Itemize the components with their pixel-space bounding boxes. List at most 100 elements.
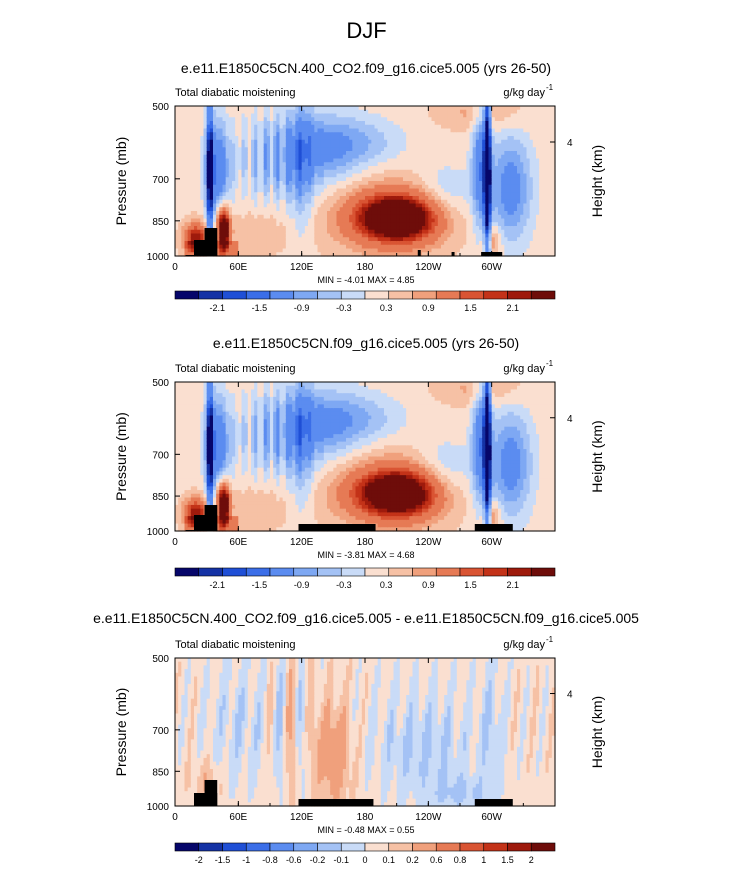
field-cell [241,203,246,208]
field-cell [181,151,186,156]
field-cell [235,244,239,250]
field-cell [241,143,246,148]
field-cell [197,237,201,242]
field-cell [238,162,243,167]
field-cell [235,117,239,122]
field-cell [181,166,186,171]
field-cell [187,173,192,178]
field-cell [263,207,268,212]
field-cell [257,214,262,220]
field-cell [241,147,246,152]
field-cell [178,166,182,171]
field-cell [260,109,265,115]
field-cell [247,154,252,160]
field-cell [232,124,236,130]
field-cell [216,241,220,246]
field-cell [197,192,201,197]
field-cell [190,207,195,212]
field-cell [270,233,274,238]
field-cell [263,184,268,190]
field-cell [279,136,284,141]
field-cell [247,252,252,257]
field-cell [232,229,236,235]
field-cell [213,106,217,111]
field-cell [235,248,239,253]
field-cell [175,192,179,197]
field-cell [251,106,255,111]
field-cell [216,173,220,178]
field-cell [194,162,198,167]
field-cell [241,166,246,171]
field-cell [190,211,195,216]
field-cell [203,199,208,205]
field-cell [175,154,179,160]
field-cell [270,203,274,208]
field-cell [216,132,220,137]
field-cell [247,181,252,186]
x-tick-label: 120E [290,262,314,273]
field-cell [279,147,284,152]
field-cell [285,113,290,118]
field-cell [260,124,265,130]
field-cell [270,124,274,130]
field-cell [222,181,227,186]
field-cell [235,169,239,175]
field-cell [213,196,217,201]
field-cell [190,106,195,111]
field-cell [235,124,239,130]
field-cell [279,203,284,208]
field-cell [184,218,189,223]
field-cell [190,203,195,208]
field-cell [190,226,195,231]
field-cell [279,117,284,122]
field-cell [254,147,258,152]
field-cell [190,136,195,141]
field-cell [216,222,220,227]
field-cell [244,248,249,253]
field-cell [225,229,230,235]
field-cell [197,124,201,130]
field-cell [187,106,192,111]
field-cell [203,136,208,141]
field-cell [270,173,274,178]
field-cell [178,128,182,133]
field-cell [273,151,277,156]
field-cell [276,244,281,250]
field-cell [263,158,268,163]
field-cell [194,109,198,115]
field-cell [187,241,192,246]
field-cell [232,117,236,122]
field-cell [184,106,189,111]
field-cell [241,121,246,126]
field-cell [263,233,268,238]
field-cell [282,113,287,118]
field-cell [279,192,284,197]
field-cell [194,166,198,171]
field-cell [184,147,189,152]
field-cell [247,211,252,216]
field-cell [276,169,281,175]
field-cell [213,139,217,145]
field-cell [247,169,252,175]
field-cell [219,184,224,190]
field-cell [228,252,233,257]
field-cell [282,188,287,193]
field-cell [282,233,287,238]
field-cell [187,218,192,223]
field-cell [247,184,252,190]
field-cell [175,169,179,175]
field-cell [209,143,214,148]
field-cell [273,252,277,257]
field-cell [225,117,230,122]
field-cell [285,106,290,111]
field-cell [244,113,249,118]
field-cell [266,177,271,182]
field-cell [270,128,274,133]
field-cell [260,218,265,223]
field-cell [266,117,271,122]
field-cell [200,124,205,130]
field-cell [184,214,189,220]
field-cell [263,226,268,231]
field-cell [216,162,220,167]
field-cell [282,192,287,197]
